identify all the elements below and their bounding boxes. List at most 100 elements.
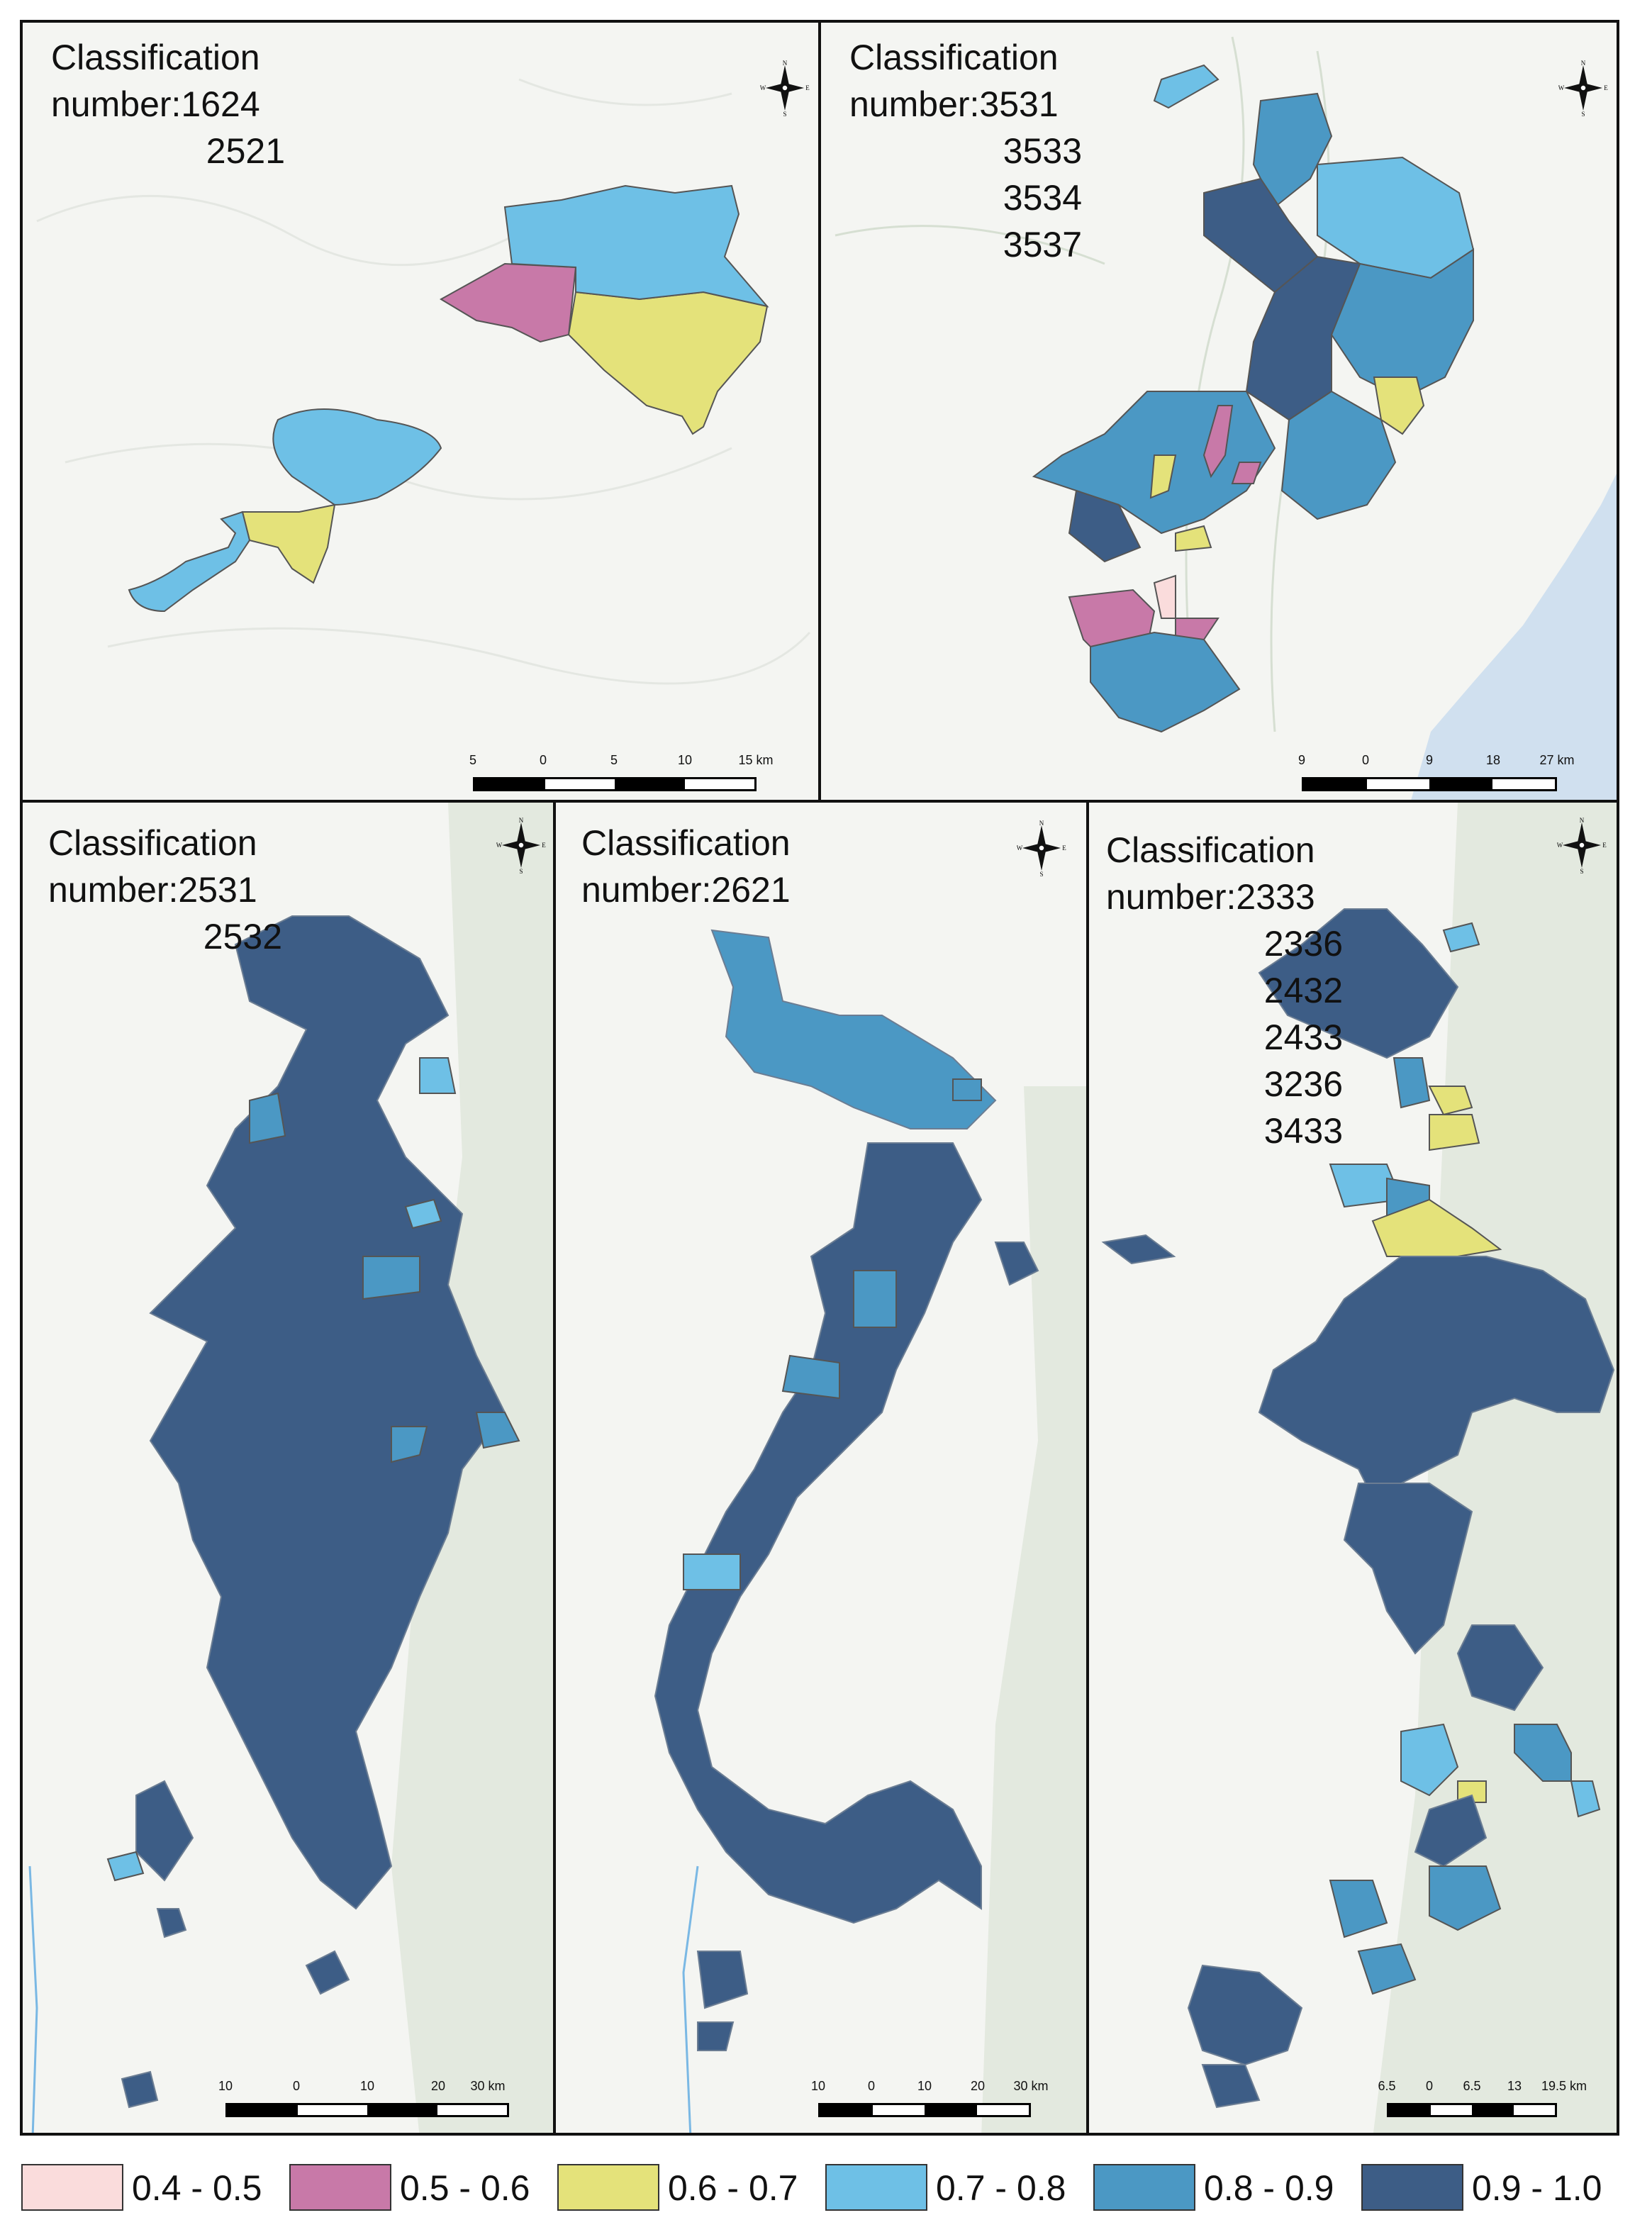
region-yellow xyxy=(1149,454,1177,499)
compass-n: N xyxy=(1039,820,1044,827)
region-light-blue xyxy=(404,1198,442,1229)
scale-label: 0 xyxy=(1425,2079,1434,2093)
legend-swatch xyxy=(1093,2164,1195,2211)
region-light-blue xyxy=(683,1553,741,1590)
region-yellow xyxy=(567,291,769,435)
region-dark xyxy=(1068,489,1142,563)
region-light-blue xyxy=(106,1851,145,1882)
region-light-blue-north xyxy=(503,184,769,308)
region-light-blue-center xyxy=(272,408,442,506)
compass-n: N xyxy=(519,817,524,824)
region-dark xyxy=(135,1780,194,1882)
compass-e: E xyxy=(542,842,546,849)
scale-label: 0 xyxy=(1361,753,1370,767)
scale-bar: 6.5 0 6.5 13 19.5 km xyxy=(1378,2079,1607,2129)
legend: 0.4 - 0.5 0.5 - 0.6 0.6 - 0.7 0.7 - 0.8 … xyxy=(21,2157,1638,2221)
map-panel-3531: Classification number:3531 3533 3534 353… xyxy=(818,20,1619,803)
code-item: 3537 xyxy=(1003,225,1082,264)
region-dark xyxy=(121,2070,159,2109)
region-dark xyxy=(1201,2064,1261,2109)
scale-label: 10 xyxy=(810,2079,826,2093)
region-blue xyxy=(1429,1865,1502,1931)
classification-codes: 2521 xyxy=(186,128,285,174)
region-blue xyxy=(1330,248,1474,400)
compass-w: W xyxy=(1017,844,1023,852)
code-item: 3533 xyxy=(1003,131,1082,171)
region-magenta xyxy=(1202,405,1234,479)
scale-label: 27 km xyxy=(1539,753,1575,767)
scale-label: 0 xyxy=(867,2079,876,2093)
map-panel-2621: Classification number:2621 N S E W 10 0 … xyxy=(553,800,1089,2136)
compass-w: W xyxy=(496,842,503,849)
scale-label: 30 km xyxy=(1013,2079,1049,2093)
legend-label: 0.6 - 0.7 xyxy=(668,2168,798,2208)
water-area xyxy=(1411,474,1617,800)
region-yellow xyxy=(1373,376,1425,435)
legend-label: 0.4 - 0.5 xyxy=(132,2168,262,2208)
north-arrow-icon: N S E W xyxy=(1017,820,1067,878)
panel-title: Classification number:1624 xyxy=(51,38,260,124)
map-canvas xyxy=(654,929,1086,2133)
region-blue xyxy=(853,1270,897,1328)
code-item: 3433 xyxy=(1263,1111,1343,1151)
code-item: 2521 xyxy=(206,131,285,171)
region-dark xyxy=(1187,1964,1303,2066)
scale-label: 20 xyxy=(430,2079,446,2093)
legend-swatch xyxy=(21,2164,123,2211)
region-dark xyxy=(149,915,506,1910)
compass-e: E xyxy=(1062,844,1066,852)
region-pink xyxy=(1153,574,1176,619)
code-item: 2433 xyxy=(1263,1017,1343,1057)
river xyxy=(682,1865,699,2133)
compass-s: S xyxy=(519,868,523,874)
panel-title: Classification number:3531 xyxy=(849,38,1059,124)
region-light-blue xyxy=(419,1057,457,1094)
code-item: 2336 xyxy=(1263,924,1343,964)
panel-title: Classification number:2531 xyxy=(48,823,257,910)
compass-e: E xyxy=(1602,842,1607,849)
code-item: 3534 xyxy=(1003,178,1082,218)
compass-w: W xyxy=(1558,84,1565,91)
map-panel-2333: Classification number:2333 2336 2432 243… xyxy=(1086,800,1619,2136)
legend-label: 0.5 - 0.6 xyxy=(400,2168,530,2208)
north-arrow-icon: N S E W xyxy=(1558,60,1609,118)
region-magenta xyxy=(440,262,577,343)
code-item: 2432 xyxy=(1263,971,1343,1010)
compass-w: W xyxy=(760,84,766,91)
scale-label: 5 xyxy=(610,753,618,767)
scale-bar: 10 0 10 20 30 km xyxy=(204,2079,516,2129)
region-dark xyxy=(1414,1794,1488,1868)
compass-n: N xyxy=(783,60,788,67)
scale-label: 6.5 xyxy=(1463,2079,1481,2093)
compass-n: N xyxy=(1580,817,1585,824)
scale-label: 18 xyxy=(1485,753,1501,767)
map-canvas xyxy=(1101,803,1617,2133)
scale-label: 9 xyxy=(1425,753,1434,767)
region-blue xyxy=(1252,92,1333,208)
terrain-ridge xyxy=(1373,803,1617,2133)
region-blue xyxy=(1393,1057,1431,1109)
compass-s: S xyxy=(783,111,786,116)
region-dark xyxy=(994,1242,1039,1286)
region-blue xyxy=(781,1354,840,1400)
region-light-blue xyxy=(1400,1723,1459,1797)
scale-label: 5 xyxy=(469,753,477,767)
region-dark xyxy=(1101,1234,1176,1265)
region-dark xyxy=(1258,1256,1615,1499)
panel-title: Classification number:2621 xyxy=(581,823,791,910)
scale-label: 19.5 km xyxy=(1541,2079,1587,2093)
region-light-blue xyxy=(1570,1780,1601,1818)
region-dark xyxy=(697,2021,735,2051)
scale-label: 0 xyxy=(292,2079,301,2093)
river xyxy=(28,1865,38,2133)
region-blue xyxy=(1357,1943,1417,1995)
legend-swatch xyxy=(825,2164,927,2211)
region-light-blue xyxy=(1153,64,1220,109)
scale-bar: 10 0 10 20 30 km xyxy=(811,2079,1066,2129)
scale-label: 20 xyxy=(970,2079,986,2093)
region-yellow xyxy=(1428,1086,1473,1116)
region-blue xyxy=(1090,631,1241,733)
map-panel-1624: Classification number:1624 2521 N S E W … xyxy=(20,20,821,803)
compass-n: N xyxy=(1581,60,1586,67)
scale-label: 10 xyxy=(218,2079,233,2093)
